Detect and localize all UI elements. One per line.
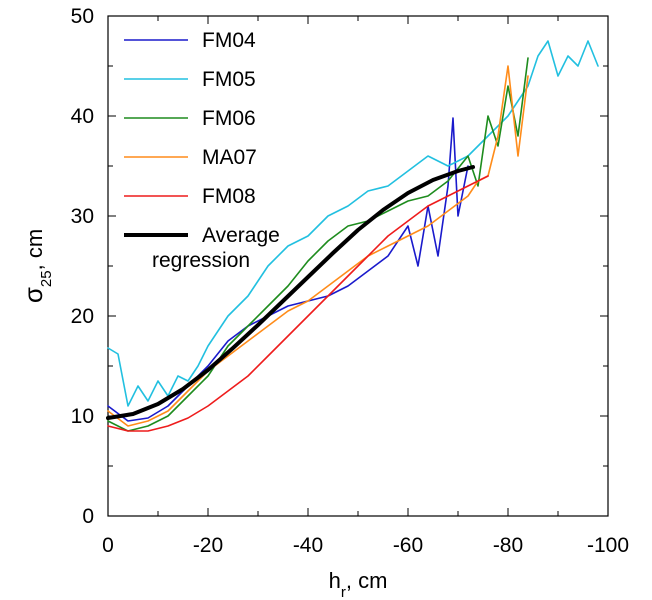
y-tick-label: 10 — [71, 405, 94, 428]
x-tick-label: -60 — [393, 534, 423, 557]
series-line-average-regression — [106, 165, 475, 420]
y-tick-label: 40 — [71, 105, 94, 128]
x-tick-label: 0 — [102, 534, 114, 557]
y-tick-label: 30 — [71, 205, 94, 228]
y-axis-title: σ25, cm — [18, 229, 55, 303]
legend-label-ma07: MA07 — [202, 146, 257, 169]
x-tick-label: -100 — [587, 534, 629, 557]
series-line-ma07 — [107, 65, 529, 427]
ticks: 0 -20 -40 -60 -80 -100 0 10 20 30 40 50 — [71, 5, 629, 557]
legend-label-average-regression: Average regression — [152, 224, 280, 272]
legend: FM04 FM05 FM06 MA07 FM08 Average regression — [124, 29, 280, 272]
x-tick-label: -80 — [493, 534, 523, 557]
y-tick-label: 0 — [82, 505, 94, 528]
x-axis-title: hr, cm — [329, 568, 388, 600]
series-group — [106, 40, 599, 432]
series-line-fm05 — [107, 40, 599, 407]
legend-label-fm08: FM08 — [202, 185, 256, 208]
legend-label-fm04: FM04 — [202, 29, 256, 52]
y-tick-label: 20 — [71, 305, 94, 328]
series-line-fm06 — [107, 57, 529, 432]
y-tick-label: 50 — [71, 5, 94, 28]
legend-label-fm05: FM05 — [202, 68, 256, 91]
legend-label-fm06: FM06 — [202, 107, 256, 130]
series-line-fm08 — [107, 175, 489, 432]
x-tick-label: -20 — [193, 534, 223, 557]
x-tick-label: -40 — [293, 534, 323, 557]
